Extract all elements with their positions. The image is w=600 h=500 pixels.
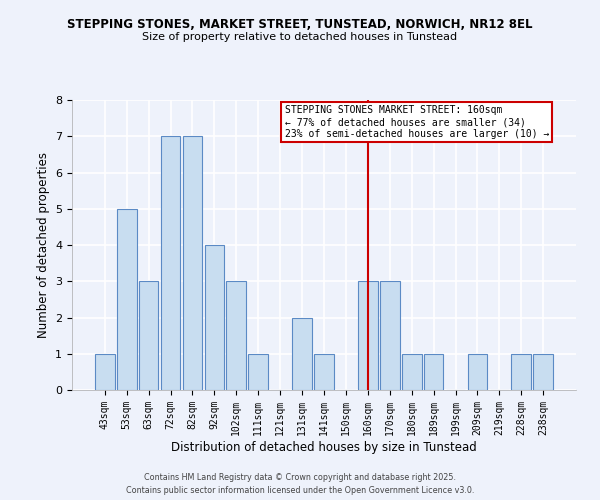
Text: STEPPING STONES MARKET STREET: 160sqm
← 77% of detached houses are smaller (34)
: STEPPING STONES MARKET STREET: 160sqm ← … xyxy=(284,106,549,138)
Y-axis label: Number of detached properties: Number of detached properties xyxy=(37,152,50,338)
Bar xyxy=(161,136,181,390)
Bar xyxy=(182,136,202,390)
Bar xyxy=(139,281,158,390)
Bar xyxy=(314,354,334,390)
Bar xyxy=(95,354,115,390)
Text: Contains HM Land Registry data © Crown copyright and database right 2025.: Contains HM Land Registry data © Crown c… xyxy=(144,472,456,482)
Bar xyxy=(511,354,531,390)
Bar xyxy=(292,318,312,390)
Text: STEPPING STONES, MARKET STREET, TUNSTEAD, NORWICH, NR12 8EL: STEPPING STONES, MARKET STREET, TUNSTEAD… xyxy=(67,18,533,30)
Bar xyxy=(424,354,443,390)
Bar xyxy=(248,354,268,390)
X-axis label: Distribution of detached houses by size in Tunstead: Distribution of detached houses by size … xyxy=(171,440,477,454)
Bar xyxy=(358,281,378,390)
Bar xyxy=(533,354,553,390)
Bar xyxy=(205,245,224,390)
Bar xyxy=(117,209,137,390)
Bar xyxy=(226,281,246,390)
Bar xyxy=(380,281,400,390)
Bar xyxy=(402,354,422,390)
Bar xyxy=(467,354,487,390)
Text: Contains public sector information licensed under the Open Government Licence v3: Contains public sector information licen… xyxy=(126,486,474,495)
Text: Size of property relative to detached houses in Tunstead: Size of property relative to detached ho… xyxy=(142,32,458,42)
